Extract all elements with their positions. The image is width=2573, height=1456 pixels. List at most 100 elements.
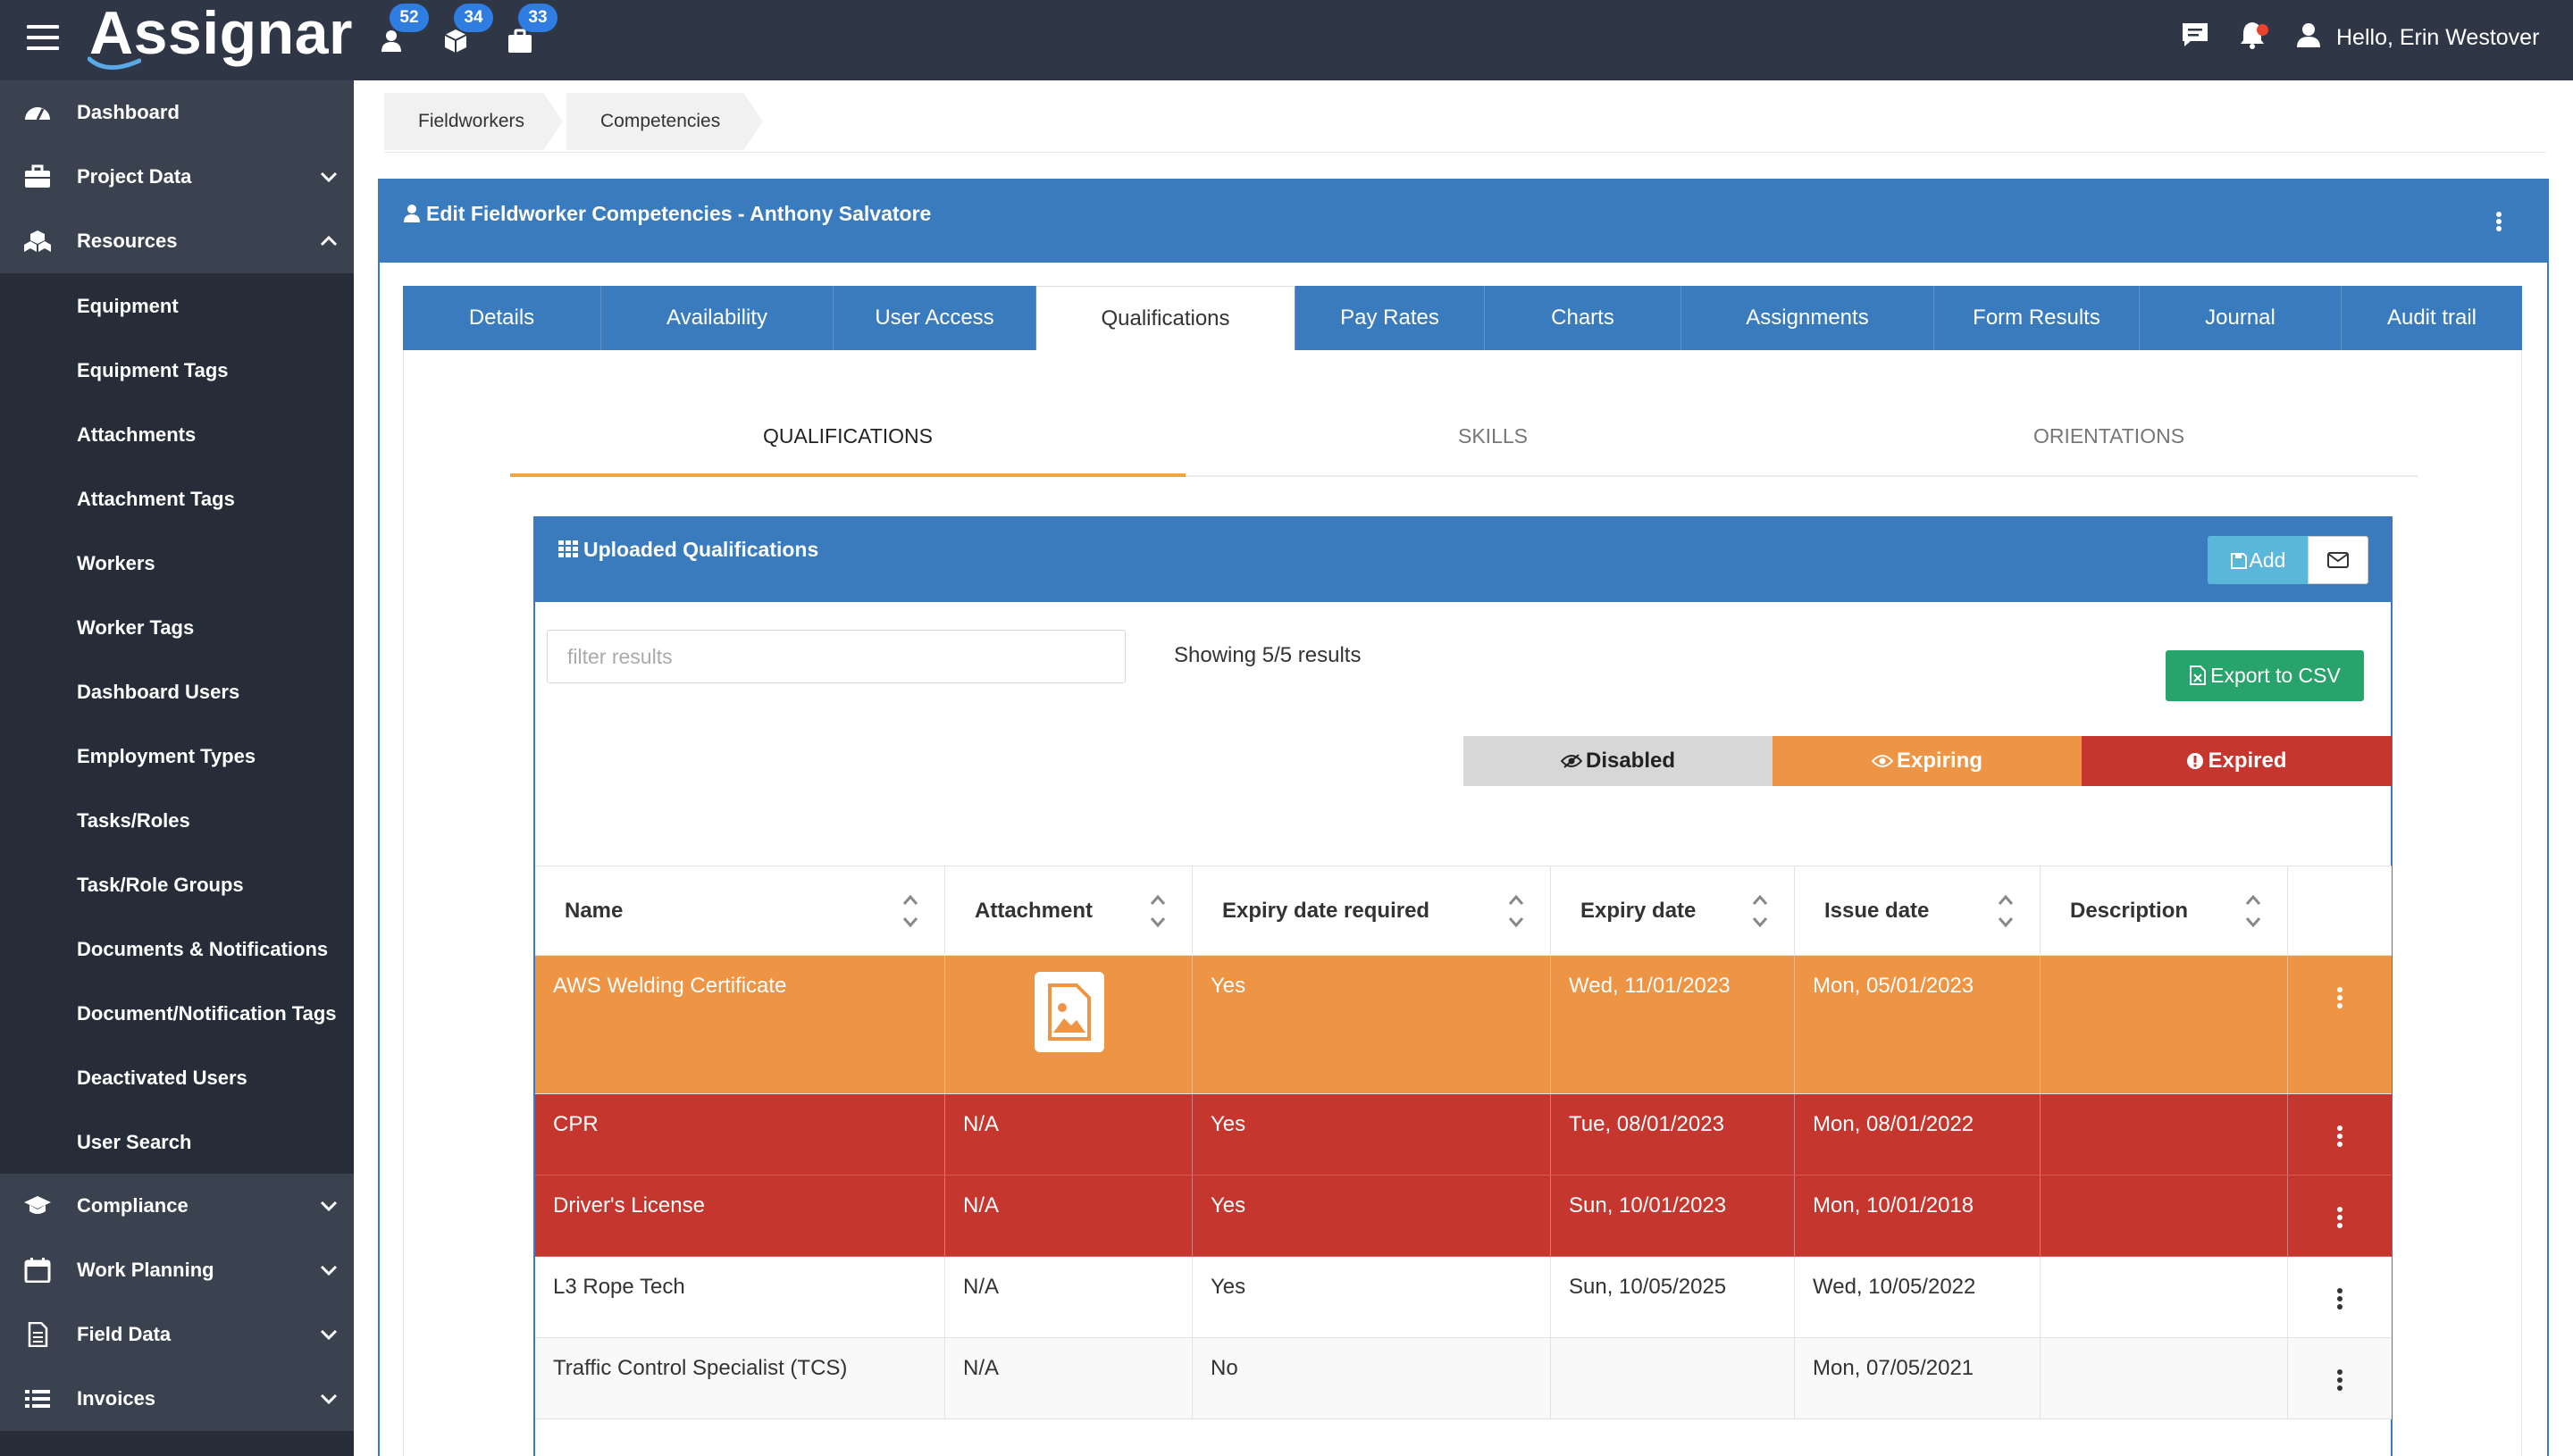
- tab-content-frame: [403, 350, 2522, 1456]
- column-header-attachment[interactable]: Attachment: [945, 866, 1193, 957]
- subtab-orientations[interactable]: ORIENTATIONS: [2032, 424, 2185, 448]
- cell-value: CPR: [553, 1112, 599, 1136]
- cell-expiry-date: [1551, 1338, 1795, 1418]
- tab-journal[interactable]: Journal: [2140, 286, 2342, 350]
- cell-expiry-required: Yes: [1193, 1176, 1551, 1256]
- hamburger-menu-icon[interactable]: [27, 25, 59, 52]
- cell-name: L3 Rope Tech: [535, 1257, 945, 1337]
- sidebar-item-work-planning[interactable]: Work Planning: [0, 1238, 354, 1302]
- sidebar-sub-tasks-roles[interactable]: Tasks/Roles: [0, 788, 354, 852]
- column-header-name[interactable]: Name: [535, 866, 945, 957]
- tab-details[interactable]: Details: [403, 286, 601, 350]
- sidebar-item-field-data[interactable]: Field Data: [0, 1302, 354, 1367]
- row-options-icon[interactable]: [2337, 1125, 2343, 1150]
- sort-icon: [1998, 894, 2014, 928]
- filter-results-input[interactable]: [547, 630, 1126, 683]
- export-csv-button[interactable]: Export to CSV: [2166, 650, 2364, 701]
- cell-name: Traffic Control Specialist (TCS): [535, 1338, 945, 1418]
- row-options-icon[interactable]: [2337, 1288, 2343, 1312]
- workers-count-badge: 52: [390, 4, 429, 32]
- attachment-thumbnail[interactable]: [1035, 972, 1104, 1052]
- workers-counter[interactable]: 52: [377, 4, 429, 55]
- sidebar-item-project-data[interactable]: Project Data: [0, 145, 354, 209]
- sidebar-sub-equipment[interactable]: Equipment: [0, 273, 354, 338]
- sidebar-sub-equipment-tags[interactable]: Equipment Tags: [0, 338, 354, 402]
- cell-description: [2041, 1094, 2288, 1175]
- cell-value: L3 Rope Tech: [553, 1275, 685, 1299]
- subtab-qualifications[interactable]: QUALIFICATIONS: [510, 411, 1186, 477]
- app-logo[interactable]: Assignar: [89, 0, 353, 67]
- cell-value: Tue, 08/01/2023: [1569, 1112, 1724, 1136]
- table-row[interactable]: Driver's License N/A Yes Sun, 10/01/2023…: [535, 1176, 2392, 1257]
- cell-value: Sun, 10/05/2025: [1569, 1275, 1727, 1299]
- sidebar-label: Resources: [77, 230, 178, 252]
- sidebar-sub-workers[interactable]: Workers: [0, 531, 354, 595]
- tab-qualifications[interactable]: Qualifications: [1036, 286, 1295, 350]
- sidebar-sub-task-role-groups[interactable]: Task/Role Groups: [0, 852, 354, 916]
- sidebar-sub-dashboard-users[interactable]: Dashboard Users: [0, 659, 354, 724]
- chevron-down-icon: [320, 1265, 338, 1276]
- sidebar-sub-document-notification-tags[interactable]: Document/Notification Tags: [0, 981, 354, 1045]
- tab-audit-trail[interactable]: Audit trail: [2342, 286, 2522, 350]
- sidebar-sub-deactivated-users[interactable]: Deactivated Users: [0, 1045, 354, 1109]
- sidebar-sub-attachments[interactable]: Attachments: [0, 402, 354, 466]
- tab-availability[interactable]: Availability: [601, 286, 834, 350]
- user-greeting[interactable]: Hello, Erin Westover: [2336, 25, 2540, 50]
- sidebar-item-resources[interactable]: Resources: [0, 209, 354, 273]
- chat-icon[interactable]: [2180, 20, 2210, 50]
- add-qualification-button[interactable]: Add: [2208, 536, 2308, 584]
- row-options-icon[interactable]: [2337, 1207, 2343, 1231]
- panel-header: Edit Fieldworker Competencies - Anthony …: [380, 180, 2547, 263]
- column-header-issue-date[interactable]: Issue date: [1795, 866, 2041, 957]
- column-header-expiry-date[interactable]: Expiry date: [1551, 866, 1795, 957]
- sidebar-sub-label: Document/Notification Tags: [77, 1002, 337, 1025]
- sidebar-item-dashboard[interactable]: Dashboard: [0, 80, 354, 145]
- column-header-description[interactable]: Description: [2041, 866, 2288, 957]
- sidebar-sub-worker-tags[interactable]: Worker Tags: [0, 595, 354, 659]
- equipment-counter[interactable]: 34: [441, 4, 493, 55]
- sidebar-item-compliance[interactable]: Compliance: [0, 1174, 354, 1238]
- cell-attachment: N/A: [945, 1257, 1193, 1337]
- cell-value: Mon, 05/01/2023: [1813, 974, 1974, 998]
- sidebar-sub-documents-notifications[interactable]: Documents & Notifications: [0, 916, 354, 981]
- table-row[interactable]: CPR N/A Yes Tue, 08/01/2023 Mon, 08/01/2…: [535, 1094, 2392, 1176]
- cell-actions: [2288, 1338, 2392, 1418]
- breadcrumb-fieldworkers[interactable]: Fieldworkers: [384, 93, 543, 150]
- table-row[interactable]: Traffic Control Specialist (TCS) N/A No …: [535, 1338, 2392, 1419]
- cell-expiry-required: Yes: [1193, 1257, 1551, 1337]
- legend-expired[interactable]: Expired: [2082, 736, 2392, 786]
- breadcrumb-separator: [743, 93, 763, 150]
- tab-pay-rates[interactable]: Pay Rates: [1295, 286, 1485, 350]
- sort-icon: [902, 894, 918, 928]
- projects-counter[interactable]: 33: [506, 4, 557, 55]
- row-options-icon[interactable]: [2337, 1369, 2343, 1393]
- tab-assignments[interactable]: Assignments: [1681, 286, 1934, 350]
- sidebar-sub-label: Employment Types: [77, 745, 256, 767]
- sidebar-sub-user-search[interactable]: User Search: [0, 1109, 354, 1174]
- cell-value: Driver's License: [553, 1193, 705, 1218]
- sidebar-sub-employment-types[interactable]: Employment Types: [0, 724, 354, 788]
- cubes-icon: [24, 230, 51, 252]
- tab-user-access[interactable]: User Access: [834, 286, 1036, 350]
- subtab-skills[interactable]: SKILLS: [1458, 424, 1528, 448]
- panel-options-icon[interactable]: [2495, 211, 2502, 237]
- table-row[interactable]: L3 Rope Tech N/A Yes Sun, 10/05/2025 Wed…: [535, 1257, 2392, 1338]
- sidebar-item-invoices[interactable]: Invoices: [0, 1367, 354, 1431]
- row-options-icon[interactable]: [2337, 987, 2343, 1011]
- user-profile-icon[interactable]: [2294, 20, 2323, 50]
- breadcrumb-competencies[interactable]: Competencies: [566, 93, 743, 150]
- legend-expiring[interactable]: Expiring: [1773, 736, 2082, 786]
- sidebar-sub-label: Documents & Notifications: [77, 938, 329, 960]
- column-header-expiry-required[interactable]: Expiry date required: [1193, 866, 1551, 957]
- tab-charts[interactable]: Charts: [1485, 286, 1681, 350]
- cell-value: Wed, 10/05/2022: [1813, 1275, 1976, 1299]
- cell-actions: [2288, 1176, 2392, 1256]
- email-button[interactable]: [2308, 536, 2368, 584]
- tab-form-results[interactable]: Form Results: [1934, 286, 2140, 350]
- table-row[interactable]: AWS Welding Certificate Yes Wed, 11/01/2…: [535, 956, 2392, 1094]
- sidebar-sub-label: Attachments: [77, 423, 197, 446]
- sidebar-sub-attachment-tags[interactable]: Attachment Tags: [0, 466, 354, 531]
- sidebar-sub-label: Attachment Tags: [77, 488, 235, 510]
- column-label: Issue date: [1824, 899, 1930, 923]
- legend-disabled[interactable]: Disabled: [1463, 736, 1773, 786]
